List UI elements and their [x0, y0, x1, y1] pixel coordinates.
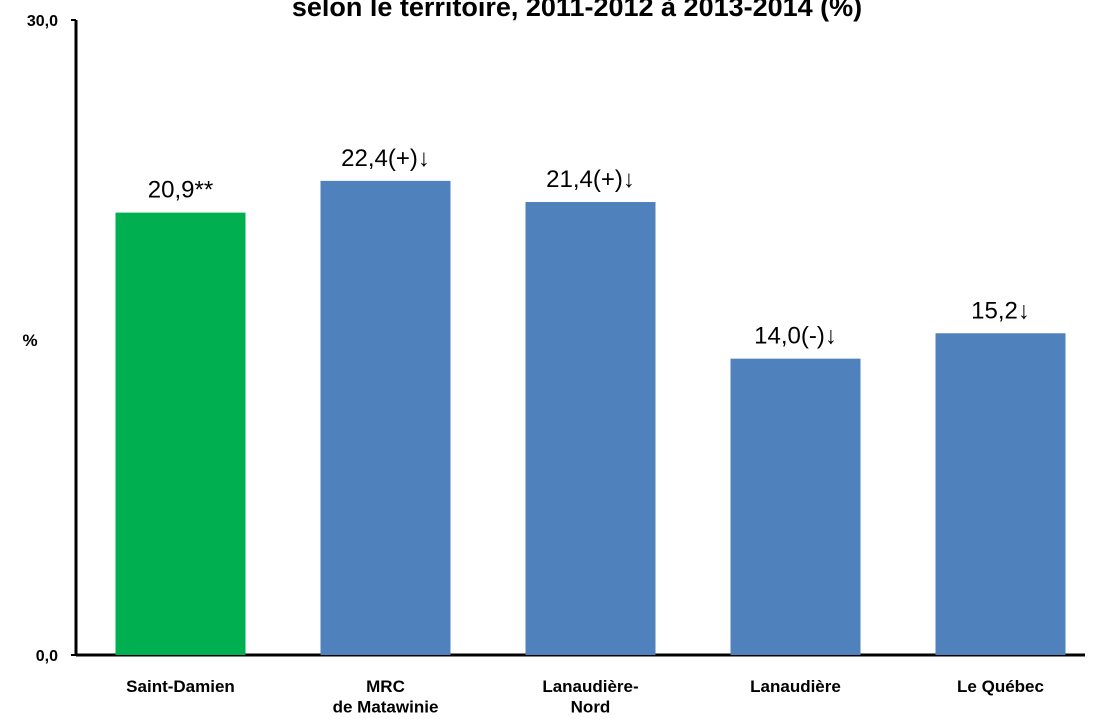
x-tick-label: Lanaudière: [750, 677, 841, 696]
y-tick-label: 30,0: [27, 13, 58, 30]
value-label: 14,0(-)↓: [754, 323, 837, 350]
value-label: 21,4(+)↓: [546, 166, 635, 193]
x-tick-label: Le Québec: [957, 677, 1044, 696]
bar: [320, 180, 451, 655]
value-label: 20,9**: [148, 177, 213, 204]
value-label: 15,2↓: [971, 297, 1030, 324]
chart-title: selon le territoire, 2011-2012 à 2013-20…: [292, 0, 862, 22]
value-label: 22,4(+)↓: [341, 145, 430, 172]
y-axis-label: %: [22, 331, 37, 350]
x-tick-label: Lanaudière-Nord: [542, 677, 638, 716]
bar: [525, 202, 656, 656]
bar: [730, 358, 861, 655]
x-tick-label: MRC de Matawinie: [333, 677, 439, 716]
y-tick-label: 0,0: [36, 648, 58, 665]
x-tick-label: Saint-Damien: [126, 677, 235, 696]
bar: [935, 333, 1066, 655]
bar: [115, 212, 246, 655]
